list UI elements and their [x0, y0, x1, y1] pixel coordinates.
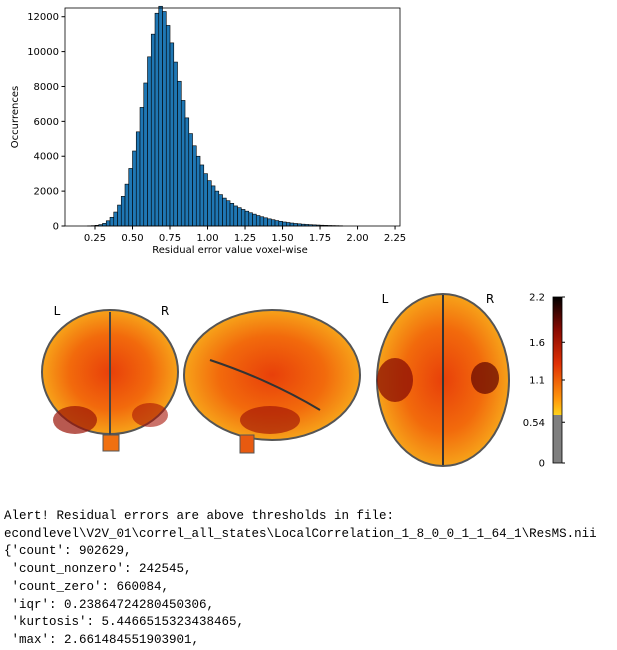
x-tick-label: 0.50 — [121, 233, 143, 244]
colorbar-tick-label: 2.2 — [529, 293, 545, 304]
bar — [166, 25, 170, 226]
bar — [264, 218, 268, 226]
output-line: 'count_zero': 660084, — [4, 579, 597, 597]
brain-top — [377, 294, 509, 466]
bar — [271, 220, 275, 226]
bar — [110, 217, 114, 226]
bar — [174, 62, 178, 226]
brain-front — [42, 310, 178, 451]
bar — [253, 214, 257, 226]
y-tick-label: 12000 — [27, 12, 59, 23]
colorbar — [553, 297, 562, 463]
output-line: 'kurtosis': 5.4466515323438465, — [4, 614, 597, 632]
bar — [151, 34, 155, 226]
bar — [155, 13, 159, 226]
bar — [241, 209, 245, 226]
colorbar-tick-label: 0.54 — [523, 418, 545, 429]
orientation-label: L — [54, 304, 61, 318]
bar — [275, 221, 279, 226]
bar — [118, 205, 122, 226]
bar — [163, 11, 167, 226]
plot-frame — [65, 8, 400, 226]
bar — [136, 132, 140, 226]
bar — [185, 118, 189, 226]
bar — [256, 216, 260, 226]
bar — [279, 221, 283, 226]
output-line: {'count': 902629, — [4, 543, 597, 561]
colorbar-tick-label: 1.1 — [529, 376, 545, 387]
bar — [204, 174, 208, 226]
x-tick-label: 1.25 — [234, 233, 256, 244]
output-text: Alert! Residual errors are above thresho… — [4, 508, 597, 650]
x-tick-label: 1.00 — [196, 233, 218, 244]
output-line: 'iqr': 0.23864724280450306, — [4, 597, 597, 615]
bar — [129, 168, 133, 226]
y-tick-label: 8000 — [34, 82, 59, 93]
bar — [238, 208, 242, 226]
bar — [170, 43, 174, 226]
bar — [125, 184, 129, 226]
y-axis-label: Occurrences — [10, 86, 21, 148]
bar — [223, 198, 227, 226]
bar — [215, 191, 219, 226]
bar — [140, 107, 144, 226]
bar — [283, 222, 287, 226]
bar — [219, 195, 223, 226]
bar — [230, 203, 234, 226]
bar — [268, 219, 272, 226]
bar — [286, 223, 290, 226]
x-tick-label: 1.50 — [271, 233, 293, 244]
bar — [290, 223, 294, 226]
x-tick-label: 0.25 — [84, 233, 106, 244]
figure: Residual error value voxel-wise Occurren… — [0, 0, 617, 500]
bar — [181, 100, 185, 226]
output-line: Alert! Residual errors are above thresho… — [4, 508, 597, 526]
bar — [148, 57, 152, 226]
bar — [208, 181, 212, 226]
orientation-label: R — [161, 304, 169, 318]
bar — [121, 196, 125, 226]
bar — [260, 217, 264, 226]
orientation-label: L — [382, 292, 389, 306]
colorbar-tick-label: 0 — [539, 459, 545, 470]
bar — [200, 165, 204, 226]
x-tick-label: 0.75 — [159, 233, 181, 244]
bar — [245, 211, 249, 226]
bar — [189, 134, 193, 226]
y-tick-label: 10000 — [27, 47, 59, 58]
bar — [178, 81, 182, 226]
bar — [159, 6, 163, 226]
bar — [133, 151, 137, 226]
brain-side — [184, 310, 360, 453]
bar — [226, 201, 230, 226]
y-tick-label: 4000 — [34, 152, 59, 163]
bar — [144, 83, 148, 226]
bar — [106, 221, 110, 226]
bar — [249, 213, 253, 226]
output-line: econdlevel\V2V_01\correl_all_states\Loca… — [4, 526, 597, 544]
y-tick-label: 2000 — [34, 187, 59, 198]
x-axis-label: Residual error value voxel-wise — [152, 245, 308, 256]
orientation-label: R — [486, 292, 494, 306]
bar — [211, 186, 215, 226]
bar — [196, 156, 200, 226]
x-tick-label: 2.25 — [384, 233, 406, 244]
x-tick-label: 2.00 — [346, 233, 368, 244]
bar — [114, 212, 118, 226]
output-line: 'count_nonzero': 242545, — [4, 561, 597, 579]
x-tick-label: 1.75 — [309, 233, 331, 244]
bar — [234, 206, 238, 226]
colorbar-tick-label: 1.6 — [529, 338, 545, 349]
y-tick-label: 6000 — [34, 117, 59, 128]
y-tick-label: 0 — [53, 222, 59, 233]
bar — [193, 146, 197, 226]
